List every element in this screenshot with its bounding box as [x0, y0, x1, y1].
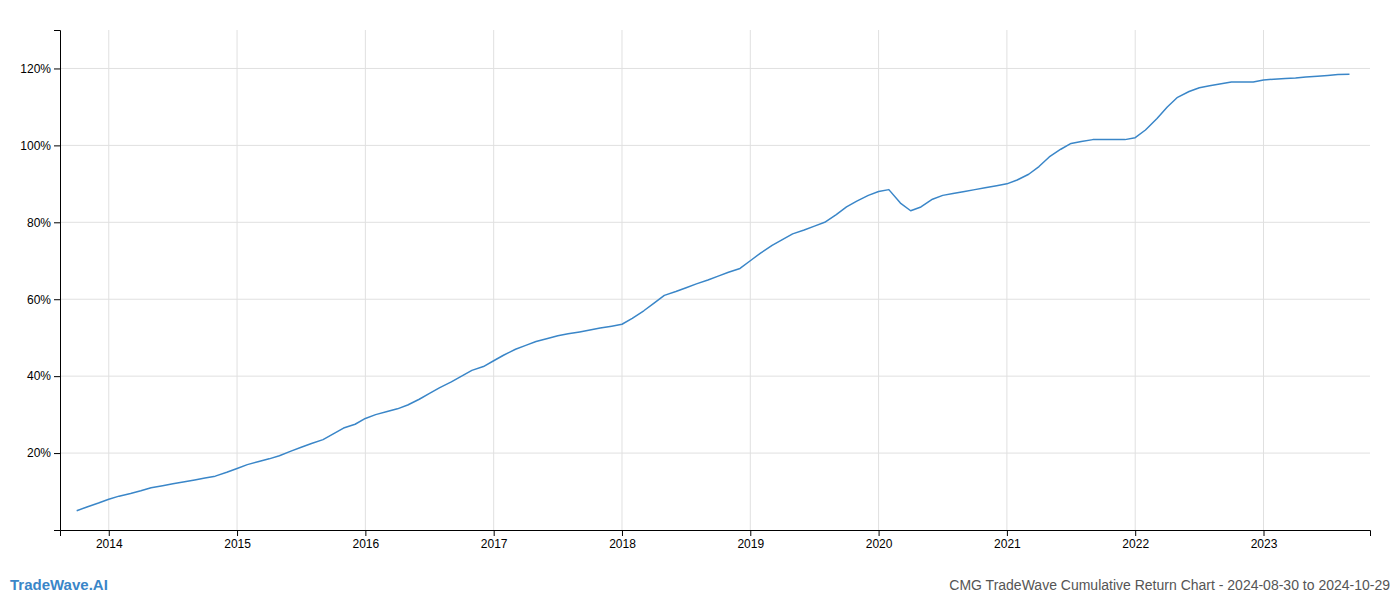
grid-line	[60, 376, 1370, 377]
tick: 2017	[481, 530, 508, 551]
tick-label: 80%	[27, 216, 51, 230]
tick: 2023	[1251, 530, 1278, 551]
tick-label: 2021	[994, 537, 1021, 551]
tick-mark	[494, 530, 495, 536]
tick-label: 2015	[224, 537, 251, 551]
axis-line	[54, 31, 61, 531]
grid	[60, 30, 1370, 530]
tick: 2015	[224, 530, 251, 551]
tick-label: 2022	[1122, 537, 1149, 551]
tick: 2016	[353, 530, 380, 551]
tick-label: 20%	[27, 446, 51, 460]
tick-mark	[750, 530, 751, 536]
plot-area	[77, 74, 1350, 511]
grid-line	[1263, 30, 1264, 530]
line	[77, 74, 1350, 511]
tick: 120%	[20, 62, 60, 76]
grid-line	[60, 453, 1370, 454]
tick: 2019	[737, 530, 764, 551]
tick: 2022	[1122, 530, 1149, 551]
tick-label: 2014	[96, 537, 123, 551]
tick-label: 2019	[737, 537, 764, 551]
grid-line	[750, 30, 751, 530]
grid-line	[60, 222, 1370, 223]
tick-mark	[237, 530, 238, 536]
grid-line	[237, 30, 238, 530]
grid-line	[621, 30, 622, 530]
tick-mark	[109, 530, 110, 536]
tick-mark	[622, 530, 623, 536]
grid-line	[1135, 30, 1136, 530]
grid-line	[60, 299, 1370, 300]
tick-mark	[1007, 530, 1008, 536]
tick: 80%	[27, 216, 60, 230]
tick-label: 2023	[1251, 537, 1278, 551]
tick-label: 2016	[353, 537, 380, 551]
y-axis: 20% 40% 60% 80% 100% 120%	[20, 31, 60, 531]
tick-mark	[1264, 530, 1265, 536]
tick-label: 60%	[27, 293, 51, 307]
tick-mark	[879, 530, 880, 536]
grid-line	[60, 145, 1370, 146]
tick: 20%	[27, 446, 60, 460]
grid-line	[878, 30, 879, 530]
tick-mark	[54, 376, 60, 377]
tick: 40%	[27, 369, 60, 383]
tick-mark	[54, 68, 60, 69]
tick: 2021	[994, 530, 1021, 551]
tick: 2014	[96, 530, 123, 551]
tick-label: 40%	[27, 369, 51, 383]
grid-line	[365, 30, 366, 530]
tick: 60%	[27, 293, 60, 307]
grid-line	[60, 68, 1370, 69]
tick-mark	[54, 145, 60, 146]
chart: 2014 2015 2016 2017 2018 2019 2020 2021 2022 2023…	[0, 0, 1400, 600]
tick-label: 100%	[20, 139, 51, 153]
tick: 2018	[609, 530, 636, 551]
tick-mark	[54, 222, 60, 223]
tick-label: 120%	[20, 62, 51, 76]
x-axis: 2014 2015 2016 2017 2018 2019 2020 2021 2022 2023	[61, 530, 1371, 551]
watermark: TradeWave.AI	[10, 576, 108, 593]
tick-mark	[54, 299, 60, 300]
tick-mark	[54, 453, 60, 454]
title: CMG TradeWave Cumulative Return Chart - …	[949, 577, 1390, 593]
tick-label: 2020	[866, 537, 893, 551]
tick-label: 2017	[481, 537, 508, 551]
tick: 100%	[20, 139, 60, 153]
grid-line	[108, 30, 109, 530]
grid-line	[493, 30, 494, 530]
tick-mark	[1135, 530, 1136, 536]
tick-label: 2018	[609, 537, 636, 551]
axis-line	[61, 531, 1371, 537]
tick: 2020	[866, 530, 893, 551]
tick-mark	[365, 530, 366, 536]
grid-line	[1006, 30, 1007, 530]
